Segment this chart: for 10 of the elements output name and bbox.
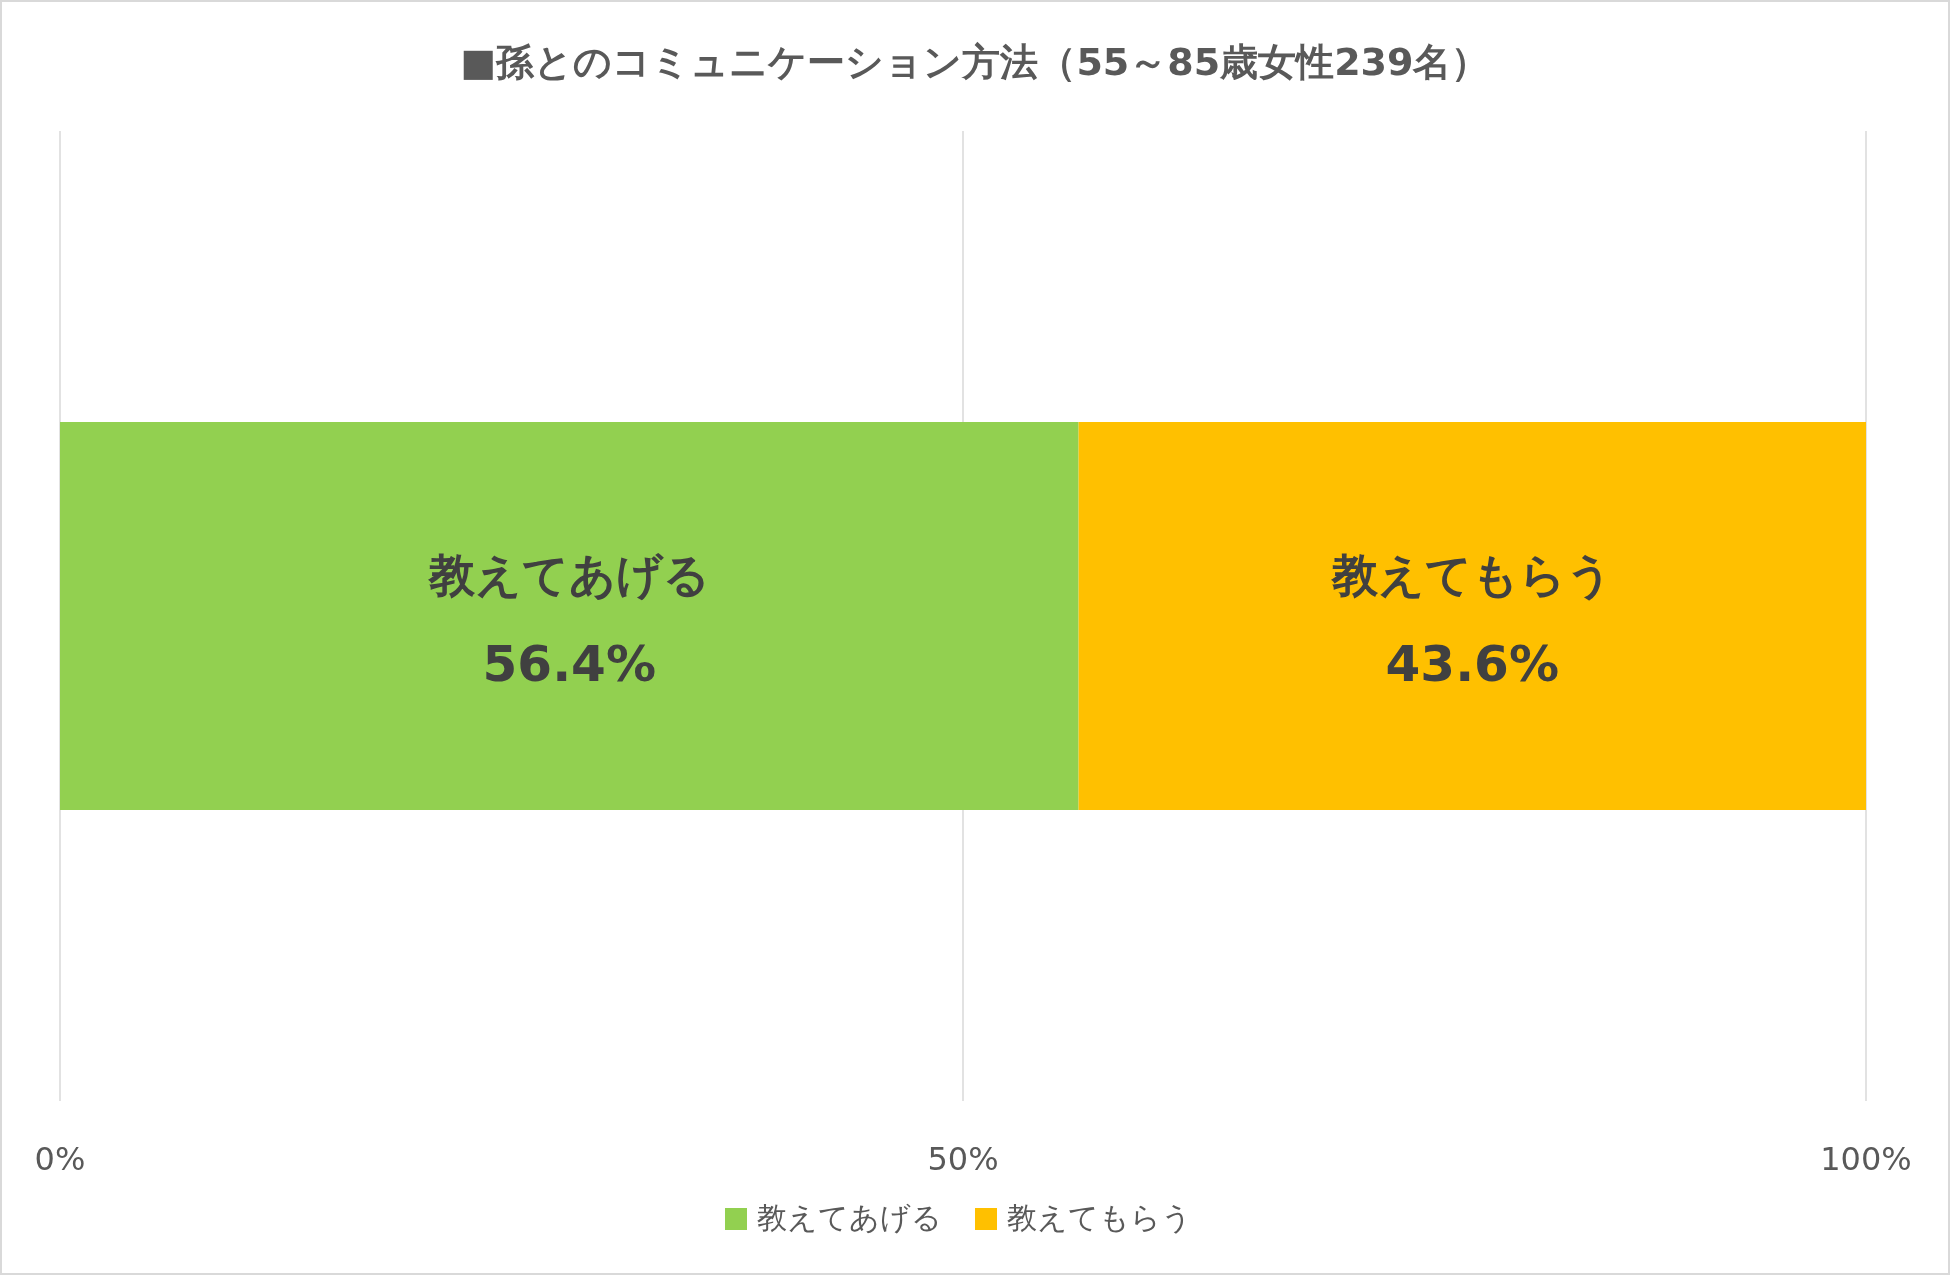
legend-label: 教えてもらう [1007, 1200, 1192, 1235]
x-tick-label: 0% [34, 1140, 86, 1178]
data-label: 43.6% [1385, 635, 1560, 693]
data-label: 56.4% [482, 635, 657, 693]
text: 教えてあげる [428, 548, 710, 602]
legend-label: 教えてあげる [757, 1200, 942, 1235]
text: 教えてもらう [1331, 548, 1613, 602]
x-tick-label: 100% [1820, 1140, 1912, 1178]
x-tick-label: 50% [927, 1140, 999, 1178]
chart-title: ■孫とのコミュニケーション方法（55～85歳女性239名） [460, 40, 1490, 84]
